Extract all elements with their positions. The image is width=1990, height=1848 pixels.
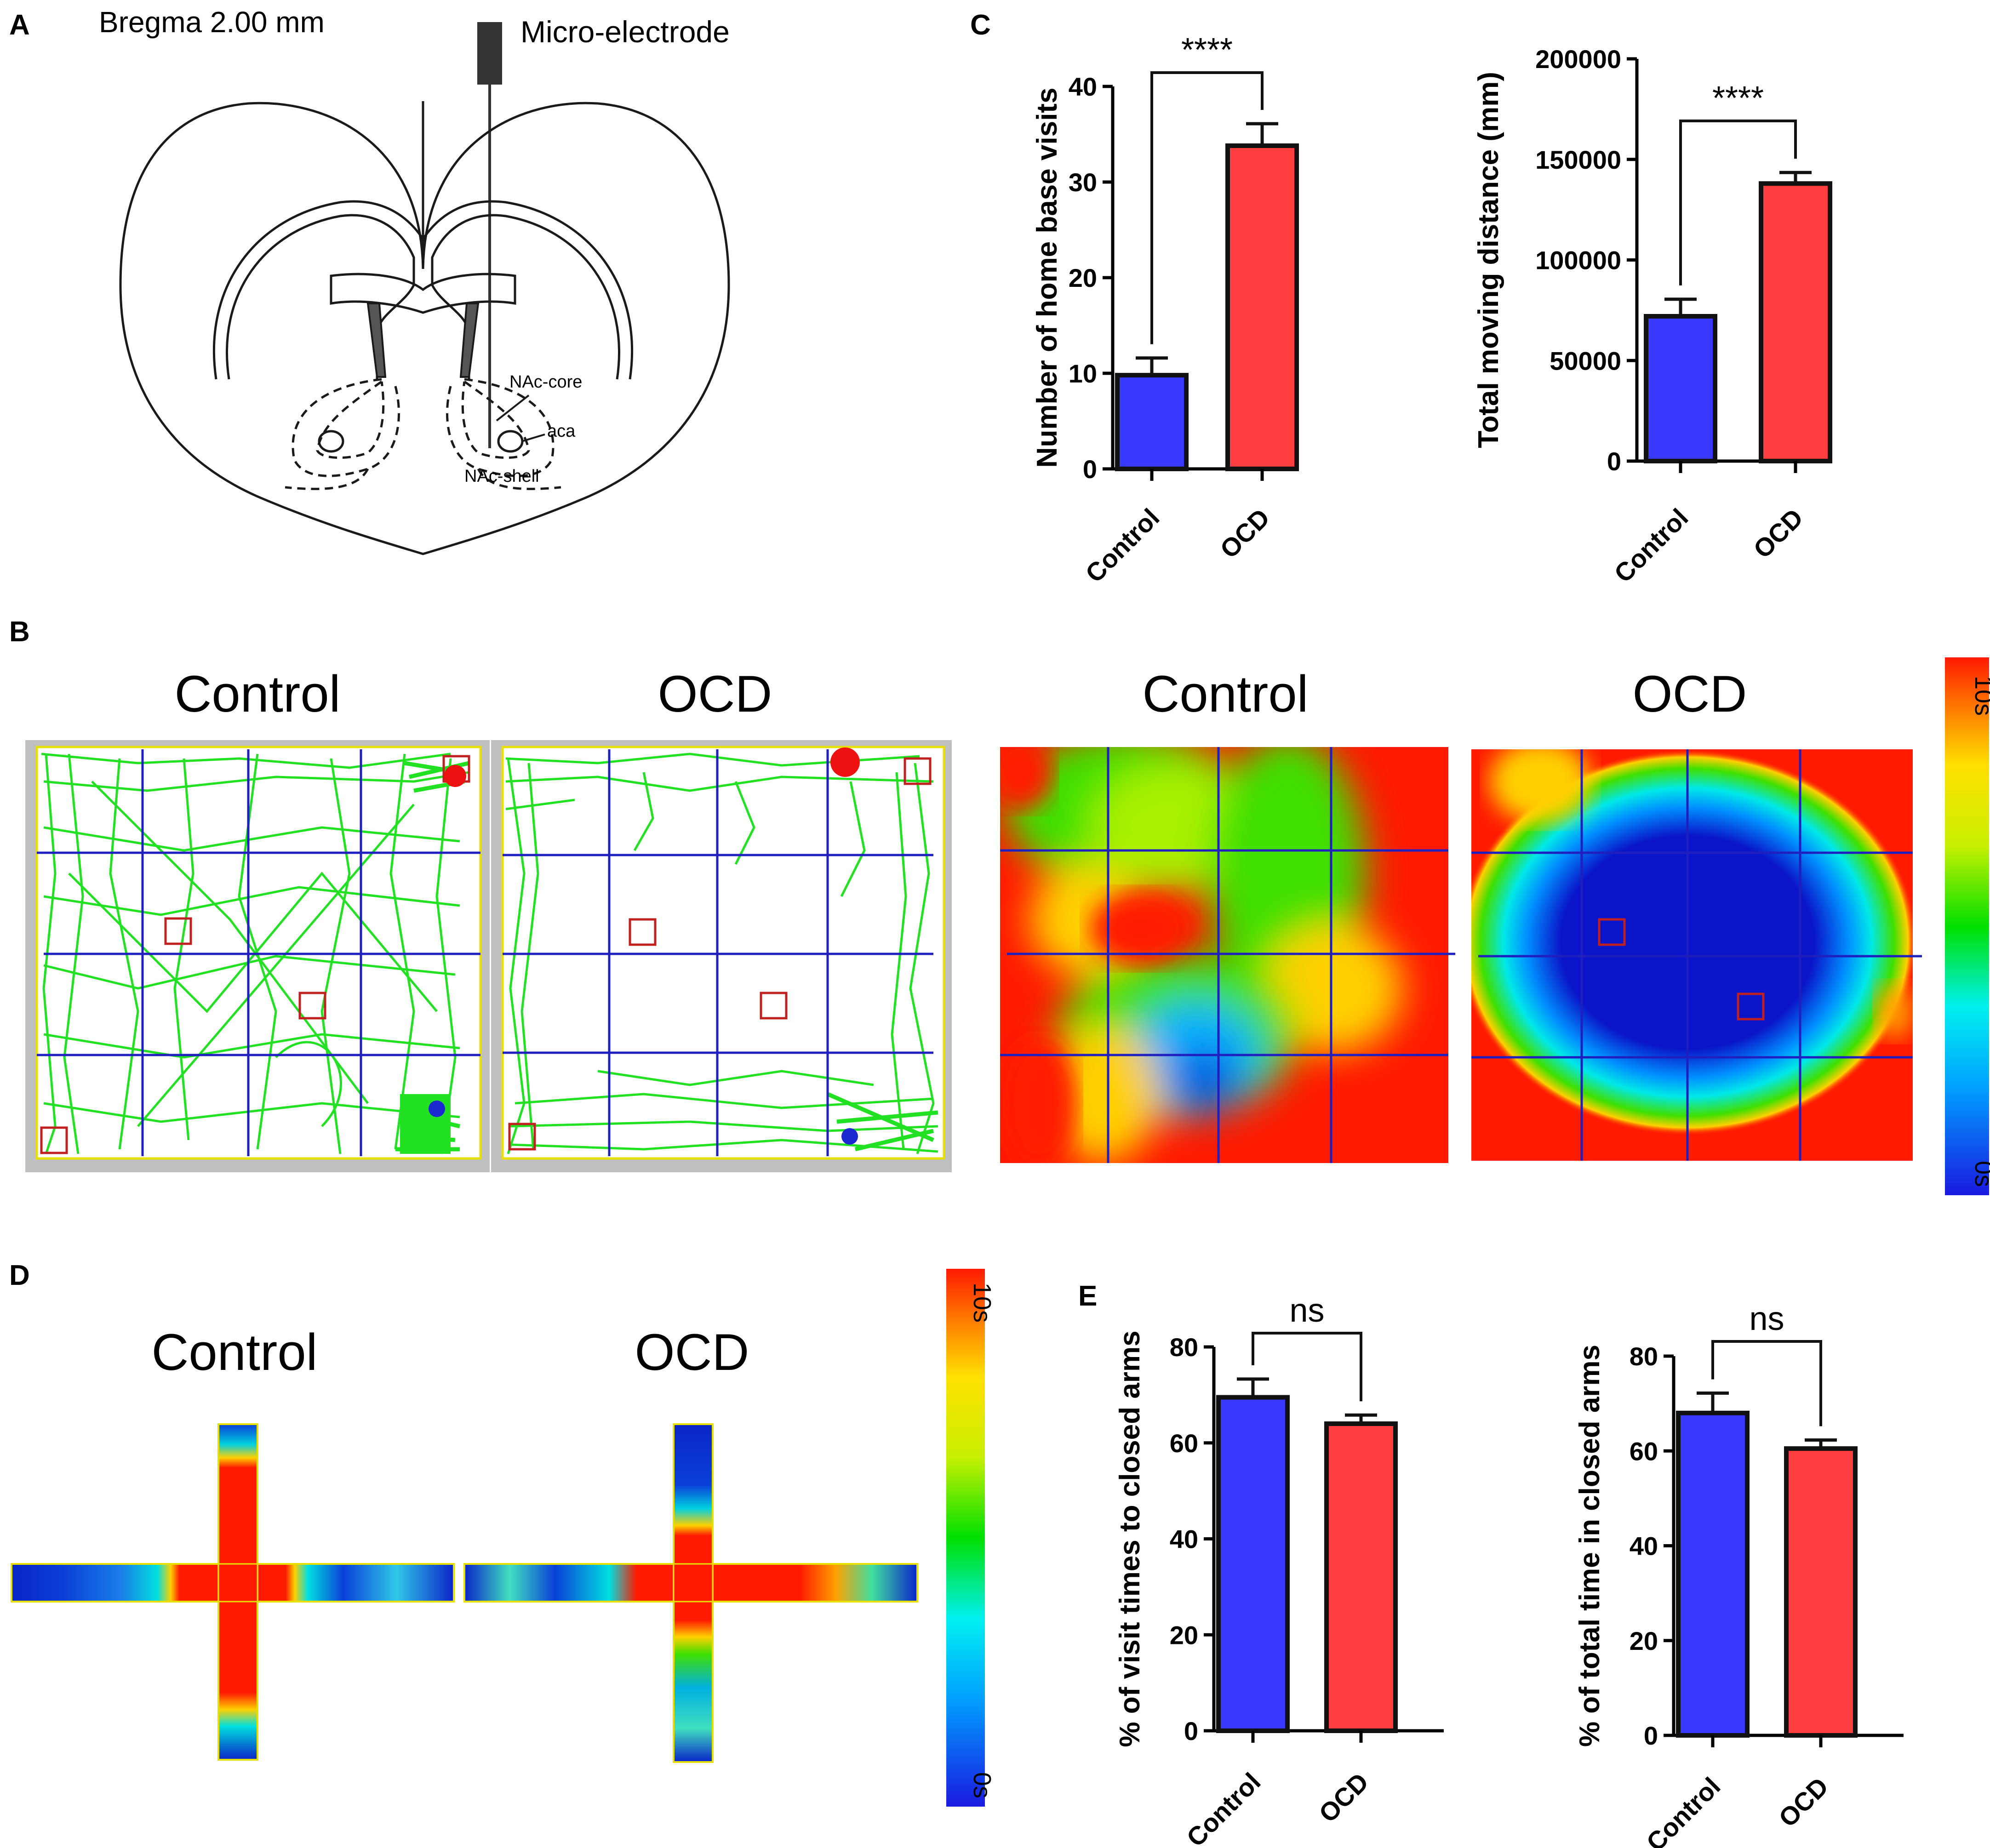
bar-control <box>1115 373 1189 471</box>
panel-label-a: A <box>9 9 30 41</box>
bregma-label: Bregma 2.00 mm <box>99 6 325 39</box>
y-tick-label: 60 <box>1630 1437 1658 1466</box>
category-label: Control <box>1641 1772 1726 1848</box>
significance-bracket <box>1679 120 1797 285</box>
heat-scale-d: 10s 0s <box>946 1269 996 1807</box>
significance-bracket <box>1711 1340 1822 1426</box>
bar-ocd <box>1324 1421 1398 1733</box>
bar-ocd <box>1225 143 1299 471</box>
aca-label: aca <box>547 422 576 441</box>
y-tick-label: 20 <box>1170 1620 1198 1649</box>
scale-d-min: 0s <box>968 1772 996 1798</box>
panel-label-d: D <box>9 1260 30 1291</box>
category-label: Control <box>1080 503 1165 588</box>
maze-title-ocd: OCD <box>635 1323 749 1381</box>
significance-label: **** <box>1181 32 1233 68</box>
plus-maze-control <box>11 1423 455 1761</box>
category-label: Control <box>1608 503 1693 588</box>
significance-label: **** <box>1712 80 1764 117</box>
significance-label: ns <box>1749 1300 1784 1337</box>
track-plot-ocd <box>491 740 952 1172</box>
category-label: OCD <box>1214 503 1275 564</box>
panel-a: A Bregma 2.00 mm Micro-electrode NAc-cor… <box>9 6 730 555</box>
chart-total-time-closed-arms: 0 20 40 60 80 % of total time in closed arms C… <box>1574 1300 1904 1848</box>
track-title-control: Control <box>174 665 340 723</box>
nac-core-label: NAc-core <box>509 372 582 392</box>
nac-shell-label: NAc-shell <box>464 467 539 486</box>
panel-b: B Control OCD Control OCD <box>9 616 1990 1195</box>
y-tick-label: 40 <box>1170 1525 1198 1554</box>
plus-maze-ocd <box>463 1423 918 1763</box>
y-tick-label: 40 <box>1630 1532 1658 1561</box>
y-tick-label: 30 <box>1069 168 1097 197</box>
y-tick-label: 0 <box>1644 1721 1658 1750</box>
y-tick-label: 10 <box>1069 359 1097 388</box>
y-tick-label: 0 <box>1184 1717 1198 1745</box>
y-tick-label: 20 <box>1630 1626 1658 1655</box>
y-tick-label: 40 <box>1069 72 1097 101</box>
chart-total-moving-distance: 0 50000 100000 150000 200000 Total moving dis… <box>1473 45 1832 588</box>
category-label: OCD <box>1773 1772 1834 1833</box>
y-tick-label: 0 <box>1083 455 1097 484</box>
y-tick-label: 0 <box>1607 447 1621 476</box>
panel-e: E 0 20 40 60 80 % of visit times to closed ar… <box>1078 1280 1904 1848</box>
bar-ocd <box>1759 181 1832 463</box>
y-axis-label: % of visit times to closed arms <box>1114 1330 1146 1747</box>
heat-title-ocd: OCD <box>1633 665 1747 723</box>
significance-bracket <box>1150 71 1264 344</box>
heat-title-control: Control <box>1142 665 1308 723</box>
y-tick-label: 50000 <box>1550 346 1621 375</box>
bar-ocd <box>1784 1446 1858 1738</box>
panel-label-e: E <box>1078 1280 1097 1312</box>
electrode-body <box>477 22 502 85</box>
category-label: Control <box>1181 1767 1266 1848</box>
heat-scale-b: 10s 0s <box>1945 657 1990 1195</box>
y-tick-label: 20 <box>1069 263 1097 292</box>
scale-d-max: 10s <box>968 1283 996 1323</box>
y-axis-label: Total moving distance (mm) <box>1473 72 1504 448</box>
y-tick-label: 100000 <box>1535 246 1621 275</box>
electrode-label: Micro-electrode <box>520 15 730 49</box>
scale-b-min: 0s <box>1970 1161 1990 1187</box>
chart-visit-times-closed-arms: 0 20 40 60 80 % of visit times to closed arms… <box>1114 1292 1444 1848</box>
panel-label-c: C <box>970 9 991 41</box>
scale-b-max: 10s <box>1970 676 1990 716</box>
y-tick-label: 80 <box>1170 1333 1198 1362</box>
bar-control <box>1216 1395 1290 1733</box>
heatmap-ocd <box>1471 749 1922 1161</box>
y-axis-label: % of total time in closed arms <box>1574 1345 1606 1747</box>
panel-label-b: B <box>9 616 30 648</box>
y-tick-label: 80 <box>1630 1342 1658 1371</box>
heatmap-control <box>1000 747 1455 1163</box>
y-tick-label: 200000 <box>1535 45 1621 74</box>
y-axis-label: Number of home base visits <box>1031 88 1063 468</box>
track-title-ocd: OCD <box>658 665 772 723</box>
y-tick-label: 150000 <box>1535 145 1621 174</box>
significance-label: ns <box>1289 1292 1324 1329</box>
category-label: OCD <box>1313 1767 1374 1828</box>
panel-d: D Control OCD 10s 0s <box>9 1260 996 1807</box>
brain-section <box>119 101 730 555</box>
category-label: OCD <box>1748 503 1809 564</box>
maze-title-control: Control <box>151 1323 317 1381</box>
bar-control <box>1676 1410 1750 1738</box>
significance-bracket <box>1252 1332 1362 1402</box>
y-tick-label: 60 <box>1170 1429 1198 1458</box>
track-plot-control <box>25 740 490 1172</box>
bar-control <box>1644 314 1717 463</box>
